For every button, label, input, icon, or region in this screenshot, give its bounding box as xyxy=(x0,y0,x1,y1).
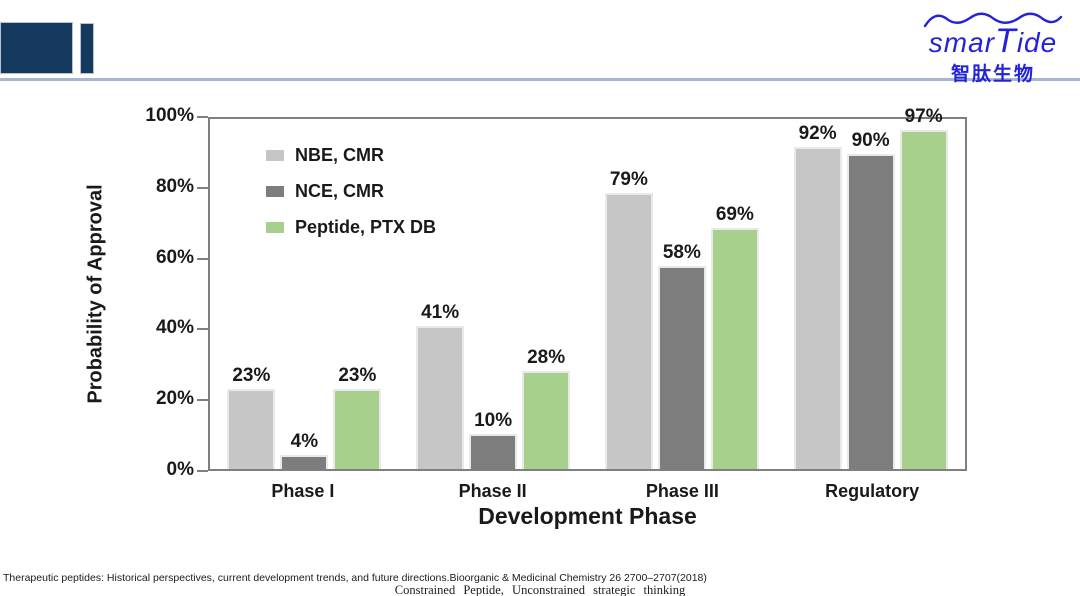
legend-item: Peptide, PTX DB xyxy=(266,217,436,238)
y-tick-label: 80% xyxy=(155,175,194,197)
y-tick-mark xyxy=(197,186,208,189)
logo-name: smarTide xyxy=(918,24,1068,58)
y-tick-label: 60% xyxy=(155,246,194,268)
y-tick-mark xyxy=(197,257,208,260)
x-category-label: Phase III xyxy=(645,481,719,501)
legend-item: NBE, CMR xyxy=(266,145,436,166)
bar-group: 92% 90% 97% xyxy=(776,106,965,469)
bar: 92% xyxy=(793,123,842,469)
bar-value-label: 79% xyxy=(609,168,648,190)
y-axis-title: Probability of Approval xyxy=(84,184,107,404)
citation-text: Therapeutic peptides: Historical perspec… xyxy=(3,572,707,584)
bar: 10% xyxy=(469,410,518,469)
bar-group: 23% 4% 23% xyxy=(210,119,399,469)
legend-label: NBE, CMR xyxy=(295,145,384,165)
legend-marker xyxy=(266,150,284,161)
bar: 23% xyxy=(227,365,276,469)
legend-label: NCE, CMR xyxy=(295,181,384,201)
bar: 4% xyxy=(280,431,329,469)
legend-label: Peptide, PTX DB xyxy=(295,217,437,237)
bar-value-label: 69% xyxy=(715,203,754,225)
y-axis-tick-labels: 0% 20% 40% 60% 80% 100% xyxy=(118,105,194,480)
x-category-label: Phase I xyxy=(271,481,335,501)
y-tick-mark xyxy=(197,328,208,331)
legend-marker xyxy=(266,222,284,233)
bar-group: 79% 58% 69% xyxy=(588,119,777,469)
bar-group: 41% 10% 28% xyxy=(399,119,588,469)
bar: 41% xyxy=(416,302,465,469)
logo-name-part: T xyxy=(995,22,1017,60)
header-accent-block-small xyxy=(80,23,94,74)
y-tick-label: 20% xyxy=(155,388,194,410)
legend-marker xyxy=(266,186,284,197)
bar-value-label: 10% xyxy=(474,410,513,431)
header-accent-block-large xyxy=(0,22,73,74)
bar-value-label: 23% xyxy=(338,364,377,386)
header-divider xyxy=(0,78,1080,81)
bar: 69% xyxy=(710,204,759,469)
bar-value-label: 97% xyxy=(904,105,943,127)
y-tick-mark xyxy=(197,470,208,472)
bar-value-label: 58% xyxy=(662,242,701,263)
y-tick-label: 40% xyxy=(155,317,194,339)
bar-value-label: 23% xyxy=(232,364,271,386)
y-axis-tick-marks xyxy=(197,116,208,472)
x-axis-title: Development Phase xyxy=(478,503,697,529)
bar-value-label: 90% xyxy=(851,130,890,151)
bar-value-label: 92% xyxy=(798,123,837,144)
bar-value-label: 28% xyxy=(527,347,566,368)
bar: 97% xyxy=(899,106,948,469)
legend: NBE, CMR NCE, CMR Peptide, PTX DB xyxy=(266,145,436,253)
logo-name-part: smar xyxy=(928,27,996,58)
y-tick-label: 0% xyxy=(166,459,194,480)
legend-item: NCE, CMR xyxy=(266,181,436,202)
logo-wave-icon xyxy=(923,12,1063,28)
plot-area: 23% 4% 23% 41% 10% 28% 79% 58% 69% 92% 90% 97% NBE,… xyxy=(208,106,967,471)
x-axis-category-labels: Phase I Phase II Phase III Regulatory xyxy=(208,481,967,502)
bar-value-label: 41% xyxy=(421,301,460,323)
y-tick-mark xyxy=(197,399,208,402)
bar-value-label: 4% xyxy=(290,431,319,452)
y-tick-label: 100% xyxy=(145,105,194,126)
logo-chinese-name: 智肽生物 xyxy=(950,64,1035,85)
bar: 90% xyxy=(846,130,895,469)
tagline-text: Constrained Peptide, Unconstrained strat… xyxy=(394,583,686,596)
bar: 79% xyxy=(604,169,653,469)
y-tick-mark xyxy=(197,116,208,118)
company-logo: smarTide 智肽生物 xyxy=(918,6,1068,86)
logo-name-part: ide xyxy=(1016,27,1058,58)
bar: 58% xyxy=(657,242,706,469)
x-category-label: Regulatory xyxy=(825,481,920,501)
bar-groups: 23% 4% 23% 41% 10% 28% 79% 58% 69% 92% 90% 97% xyxy=(210,106,965,469)
x-category-label: Phase II xyxy=(458,481,527,501)
bar: 23% xyxy=(333,365,382,469)
bar: 28% xyxy=(522,347,571,469)
